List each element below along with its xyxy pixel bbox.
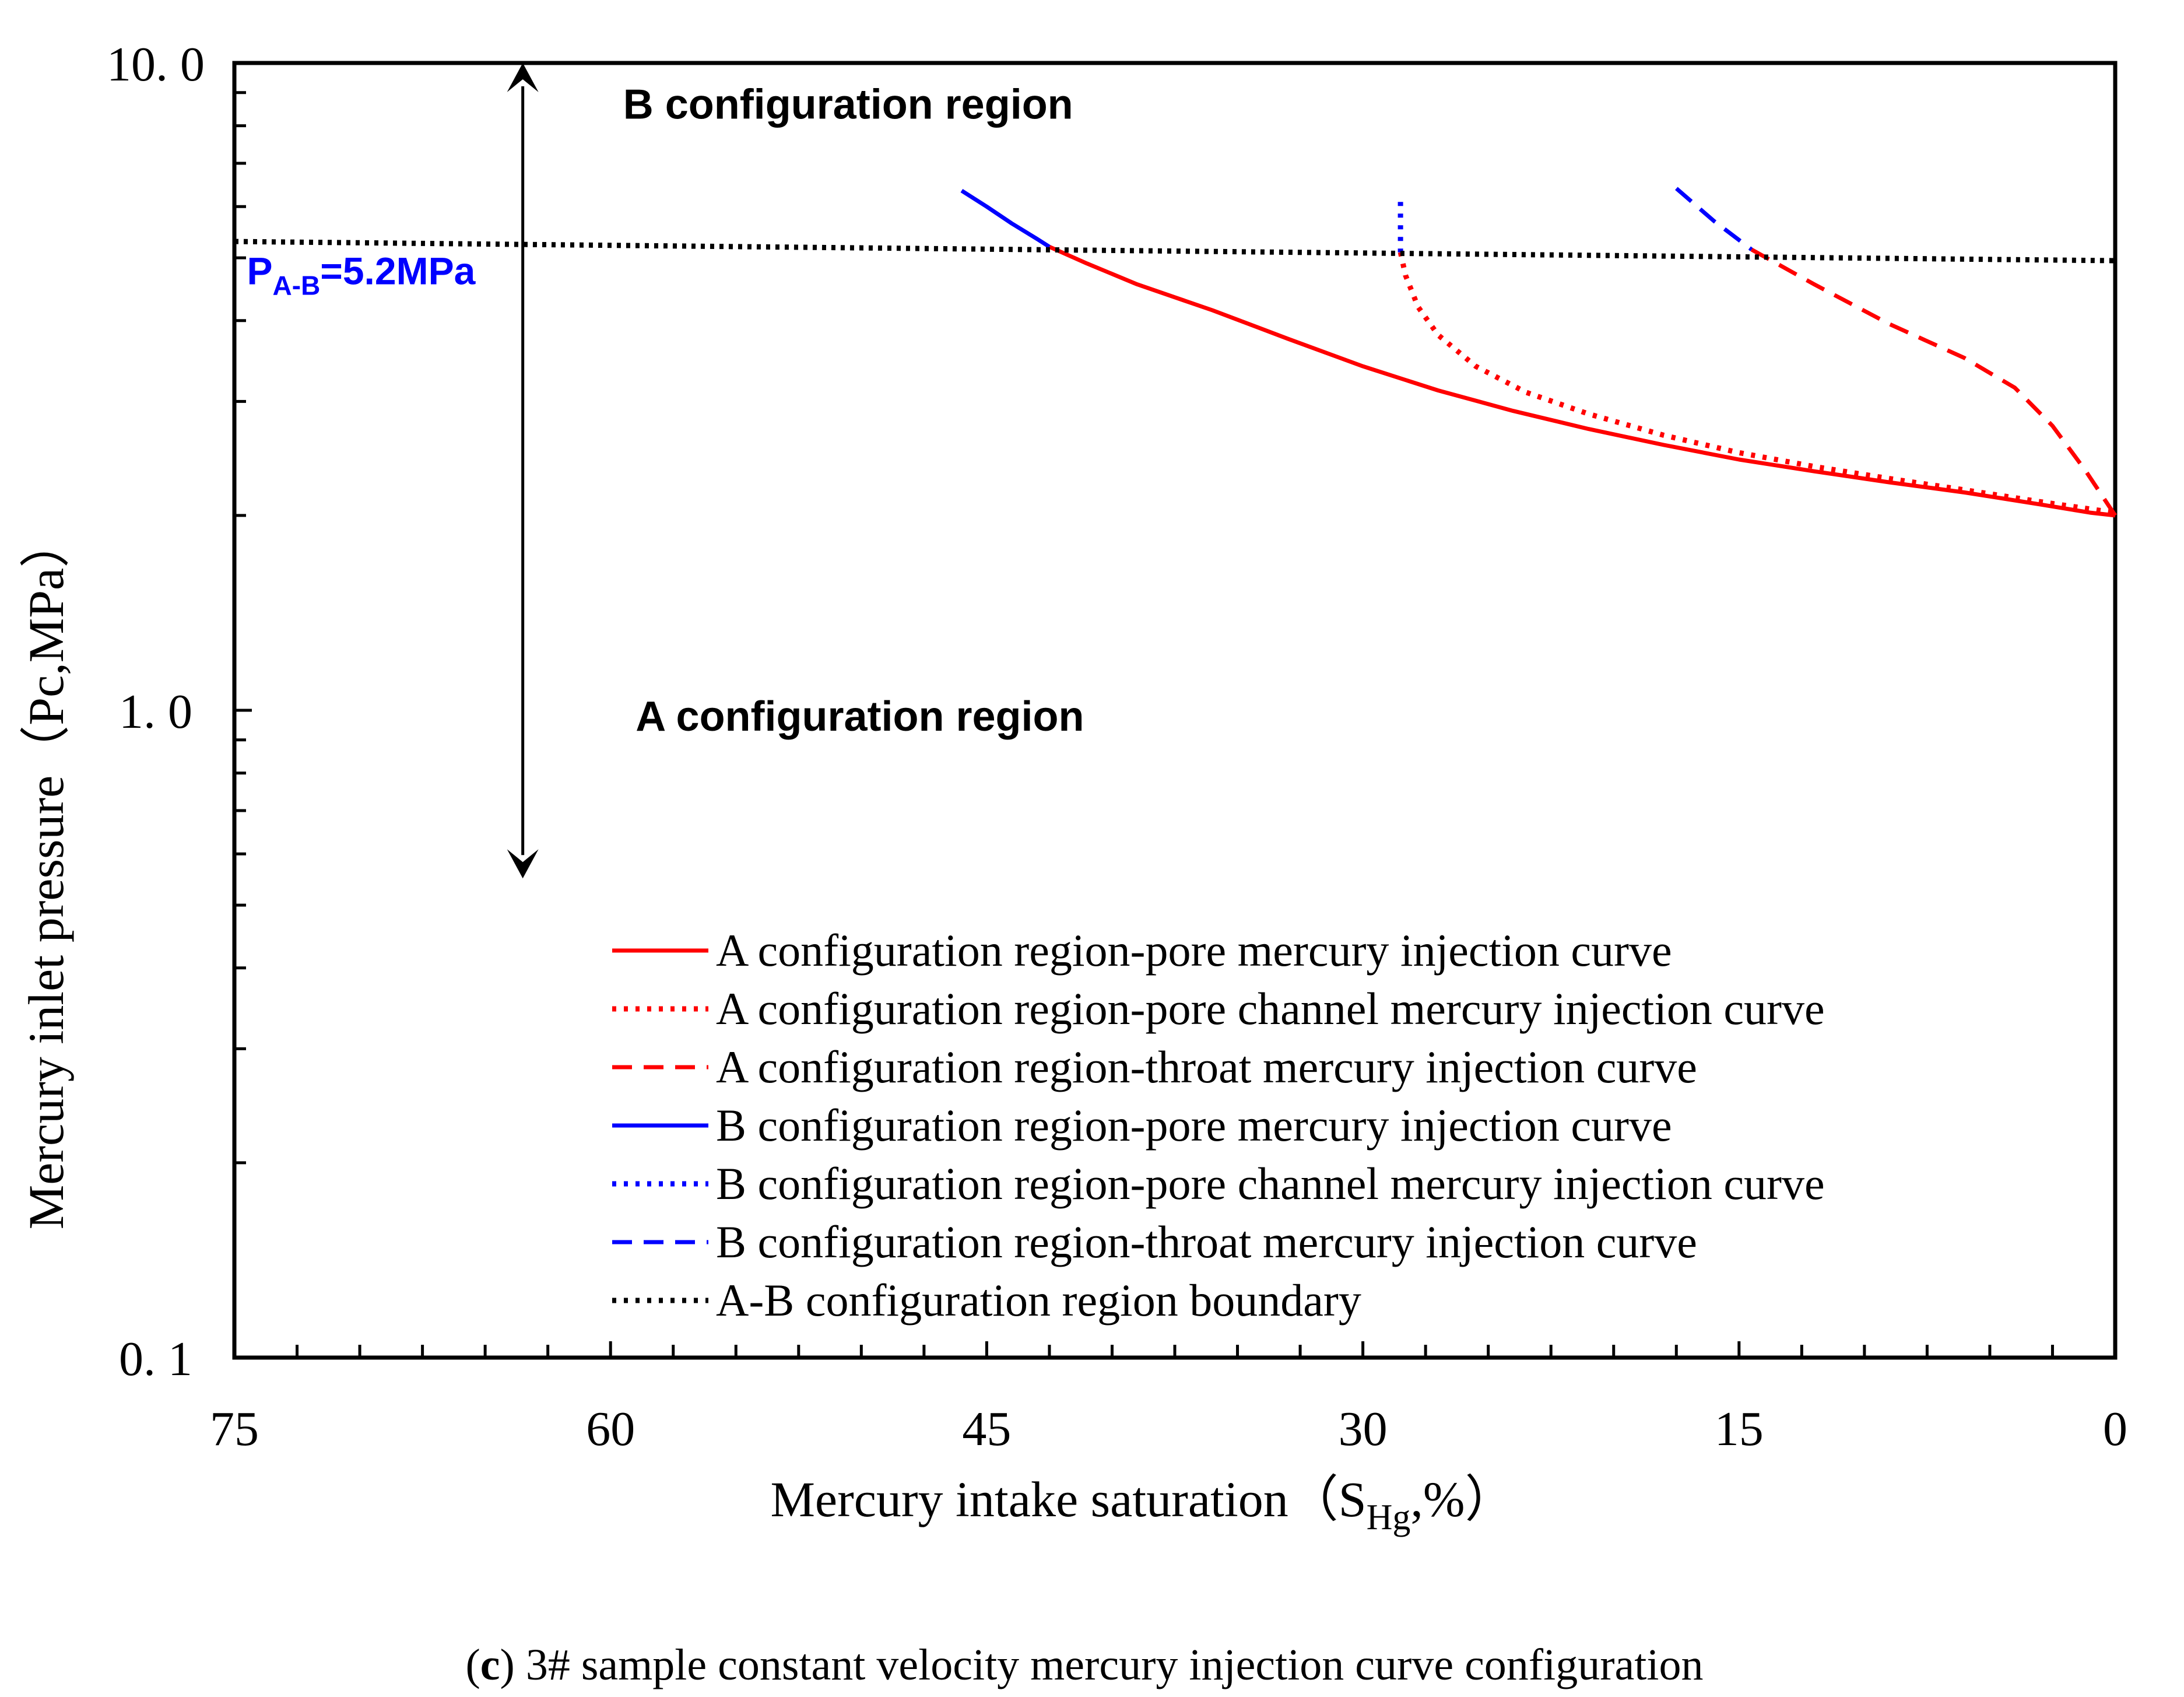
series-line-1 — [1048, 245, 2116, 518]
figure-caption: (c) 3# sample constant velocity mercury … — [465, 1640, 1703, 1689]
legend-label-6: B configuration region-throat mercury in… — [716, 1216, 1697, 1267]
legend-label-2: A configuration region-pore channel merc… — [716, 983, 1825, 1034]
axes: 75 60 45 30 15 0 0. 1 1. 0 10. 0 — [107, 37, 2127, 1456]
y-tick-label: 1. 0 — [119, 685, 192, 739]
y-tick-label: 0. 1 — [119, 1332, 192, 1386]
y-axis-label: Mercury inlet pressure（Pc,MPa） — [18, 518, 74, 1229]
a-region-label: A configuration region — [635, 693, 1084, 740]
x-tick-label: 0 — [2103, 1402, 2127, 1456]
legend: A configuration region-pore mercury inje… — [612, 925, 1825, 1326]
y-tick-label: 10. 0 — [107, 37, 205, 92]
x-tick-label: 30 — [1339, 1402, 1388, 1456]
x-tick-label: 15 — [1715, 1402, 1764, 1456]
region-arrow-head-down — [507, 849, 539, 879]
x-tick-label: 45 — [962, 1402, 1011, 1456]
series-layer — [234, 187, 2117, 518]
legend-label-3: A configuration region-throat mercury in… — [716, 1042, 1697, 1092]
boundary-pressure-label: PA-B=5.2MPa — [247, 250, 476, 301]
series-line-7 — [234, 239, 2116, 264]
legend-label-5: B configuration region-pore channel merc… — [716, 1158, 1825, 1209]
series-line-4 — [960, 188, 1051, 249]
region-arrow-head-up — [507, 63, 539, 92]
legend-label-4: B configuration region-pore mercury inje… — [716, 1100, 1672, 1151]
x-tick-label: 60 — [586, 1402, 635, 1456]
x-axis-label: Mercury intake saturation（SHg,%） — [770, 1471, 1515, 1537]
legend-label-1: A configuration region-pore mercury inje… — [716, 925, 1672, 976]
series-line-3 — [1750, 247, 2117, 517]
series-line-6 — [1675, 187, 1753, 251]
b-region-label: B configuration region — [623, 82, 1073, 128]
legend-label-7: A-B configuration region boundary — [716, 1275, 1361, 1326]
x-tick-label: 75 — [210, 1402, 259, 1456]
annotation-layer: B configuration region A configuration re… — [247, 63, 1084, 879]
